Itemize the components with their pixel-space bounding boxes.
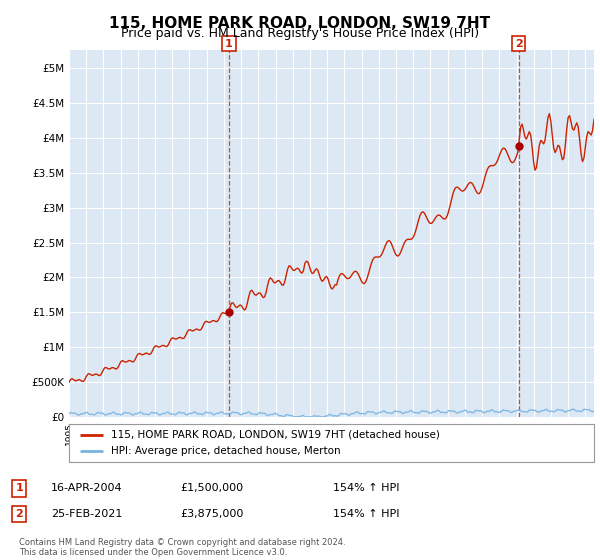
Text: 2: 2	[16, 509, 23, 519]
Text: Price paid vs. HM Land Registry's House Price Index (HPI): Price paid vs. HM Land Registry's House …	[121, 27, 479, 40]
Text: 154% ↑ HPI: 154% ↑ HPI	[333, 483, 400, 493]
Text: 25-FEB-2021: 25-FEB-2021	[51, 509, 122, 519]
Text: £1,500,000: £1,500,000	[180, 483, 243, 493]
Text: Contains HM Land Registry data © Crown copyright and database right 2024.
This d: Contains HM Land Registry data © Crown c…	[19, 538, 346, 557]
Text: 1: 1	[16, 483, 23, 493]
Text: £3,875,000: £3,875,000	[180, 509, 244, 519]
Text: 2: 2	[515, 39, 523, 49]
Text: 1: 1	[225, 39, 233, 49]
Text: 115, HOME PARK ROAD, LONDON, SW19 7HT: 115, HOME PARK ROAD, LONDON, SW19 7HT	[109, 16, 491, 31]
Text: 115, HOME PARK ROAD, LONDON, SW19 7HT (detached house): 115, HOME PARK ROAD, LONDON, SW19 7HT (d…	[111, 430, 440, 440]
Text: 16-APR-2004: 16-APR-2004	[51, 483, 122, 493]
Text: 154% ↑ HPI: 154% ↑ HPI	[333, 509, 400, 519]
Text: HPI: Average price, detached house, Merton: HPI: Average price, detached house, Mert…	[111, 446, 341, 456]
